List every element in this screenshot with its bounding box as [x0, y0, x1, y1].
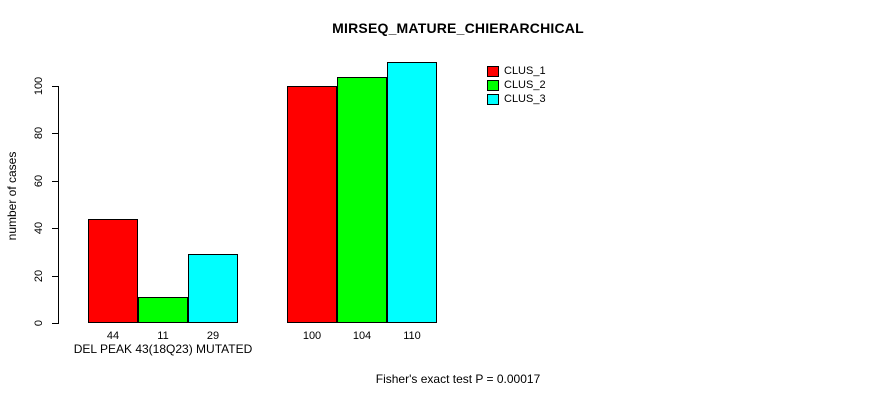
y-tick-label: 60: [33, 174, 45, 188]
legend-label: CLUS_3: [504, 93, 546, 105]
chart-title: MIRSEQ_MATURE_CHIERARCHICAL: [332, 20, 584, 36]
legend-item-clus_2: CLUS_2: [487, 78, 546, 92]
y-axis-label: number of cases: [5, 151, 19, 241]
bar-clus_1-group-2: [287, 86, 337, 323]
bar-value-label: 44: [106, 330, 120, 342]
legend: CLUS_1 CLUS_2 CLUS_3: [487, 64, 546, 106]
group-1-label: DEL PEAK 43(18Q23) MUTATED: [73, 342, 253, 356]
y-tick: [52, 133, 58, 134]
bar-value-label: 100: [302, 330, 322, 342]
bar-value-label: 104: [352, 330, 372, 342]
y-tick: [52, 323, 58, 324]
legend-swatch-icon: [487, 65, 499, 77]
bar-clus_2-group-2: [337, 77, 387, 323]
y-tick: [52, 86, 58, 87]
legend-label: CLUS_2: [504, 79, 546, 91]
y-axis-line: [58, 86, 59, 324]
bar-value-label: 29: [206, 330, 220, 342]
bar-clus_1-group-1: [88, 219, 138, 323]
bar-clus_3-group-2: [387, 62, 437, 323]
y-tick: [52, 181, 58, 182]
y-tick-label: 100: [33, 76, 45, 96]
y-tick: [52, 228, 58, 229]
y-tick-label: 80: [33, 126, 45, 140]
legend-item-clus_3: CLUS_3: [487, 92, 546, 106]
legend-swatch-icon: [487, 79, 499, 91]
legend-label: CLUS_1: [504, 65, 546, 77]
y-tick: [52, 276, 58, 277]
y-tick-label: 20: [33, 269, 45, 283]
bar-value-label: 110: [403, 330, 421, 342]
bar-clus_2-group-1: [138, 297, 188, 323]
y-tick-label: 0: [33, 319, 45, 327]
bar-value-label: 11: [157, 330, 169, 342]
bar-clus_3-group-1: [188, 254, 238, 323]
footnote: Fisher's exact test P = 0.00017: [375, 372, 541, 386]
legend-swatch-icon: [487, 93, 499, 105]
legend-item-clus_1: CLUS_1: [487, 64, 546, 78]
y-tick-label: 40: [33, 221, 45, 235]
